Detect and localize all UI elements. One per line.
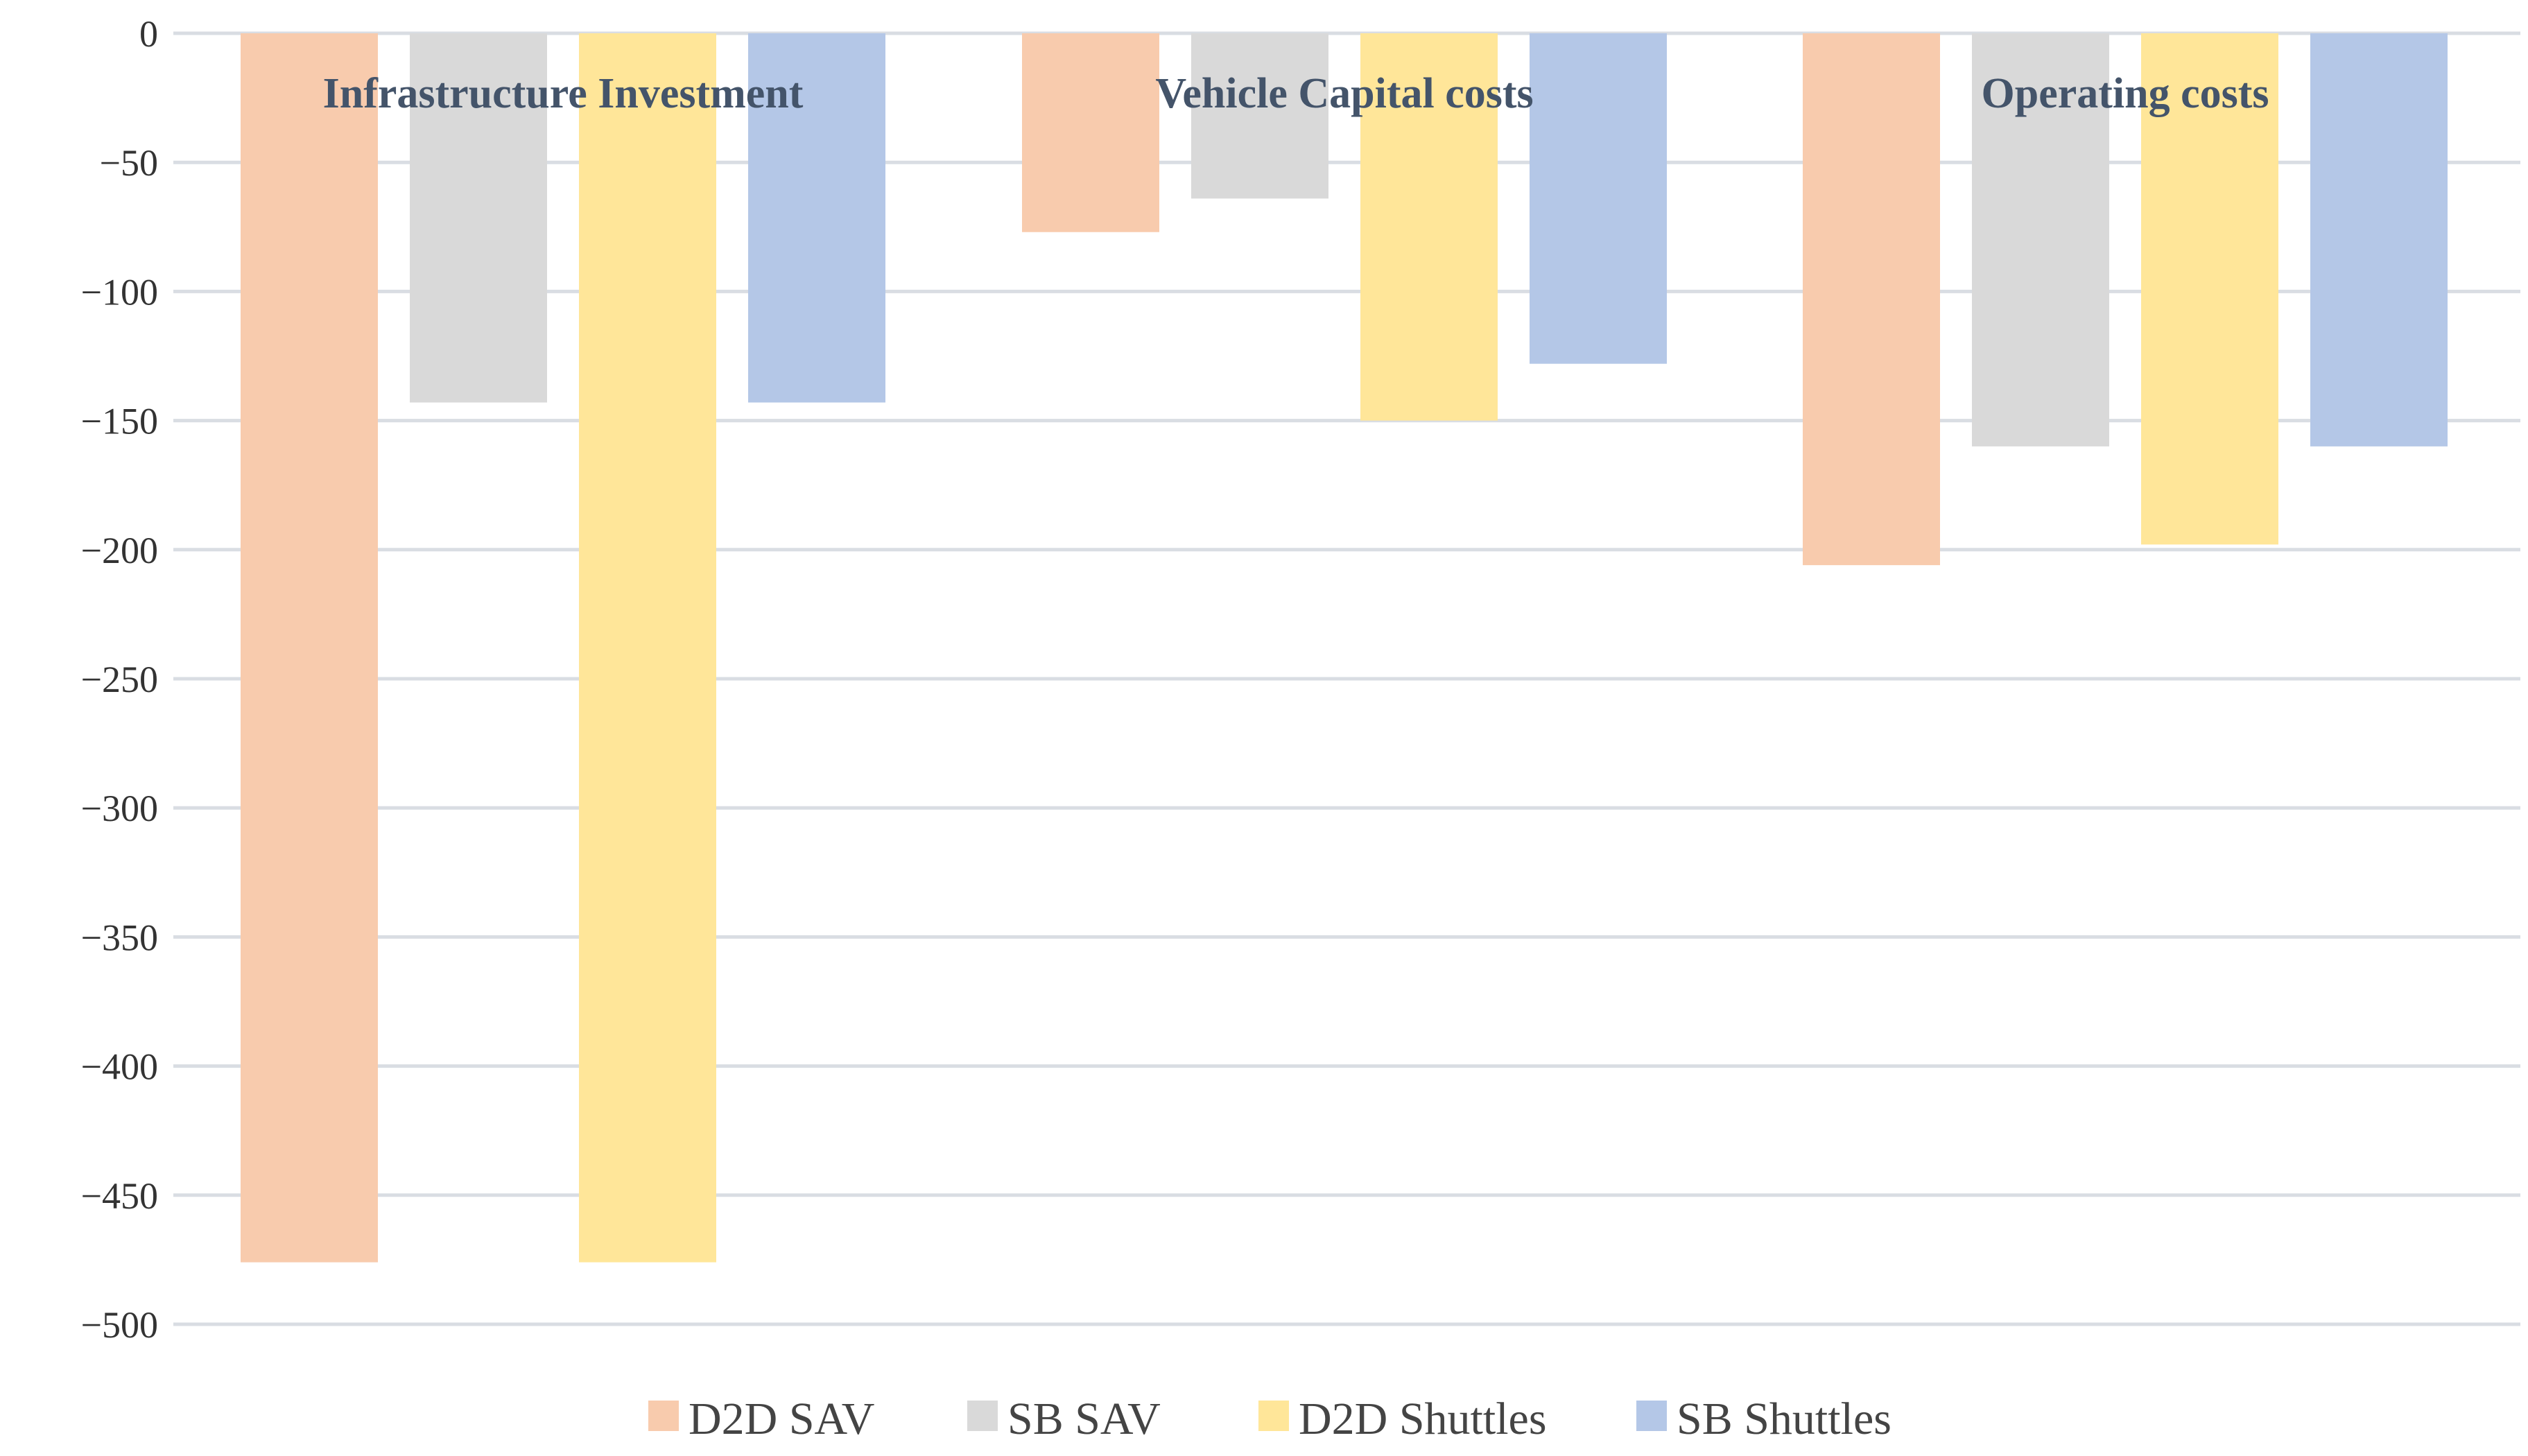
y-tick-label: −300 — [81, 788, 158, 829]
legend-label: SB Shuttles — [1677, 1394, 1891, 1444]
category-label: Infrastructure Investment — [323, 70, 804, 117]
category-label: Operating costs — [1981, 70, 2269, 117]
y-tick-label: −100 — [81, 271, 158, 313]
category-label: Vehicle Capital costs — [1155, 70, 1533, 117]
legend-swatch — [1258, 1401, 1289, 1431]
bar-sb-sav-3 — [1972, 33, 2109, 447]
bar-sb-shuttles-1 — [748, 33, 885, 403]
y-tick-label: −400 — [81, 1046, 158, 1088]
bar-d2d-shuttles-1 — [579, 33, 716, 1263]
gridlines — [173, 31, 2520, 1326]
legend: D2D SAV SB SAV D2D Shuttles SB Shuttles — [648, 1394, 1891, 1444]
legend-swatch — [648, 1401, 679, 1431]
bar-sb-sav-2 — [1191, 33, 1328, 199]
category-labels: Infrastructure Investment Vehicle Capital… — [323, 70, 2269, 117]
legend-label: D2D Shuttles — [1299, 1394, 1547, 1444]
bars — [241, 33, 2448, 1263]
y-tick-label: 0 — [139, 13, 158, 55]
legend-label: SB SAV — [1007, 1394, 1161, 1444]
y-tick-label: −50 — [100, 142, 158, 184]
y-axis-ticks: 0 −50 −100 −150 −200 −250 −300 −350 −400 −450 −500 — [81, 13, 158, 1346]
bar-sb-shuttles-3 — [2310, 33, 2448, 447]
y-tick-label: −250 — [81, 659, 158, 700]
y-tick-label: −200 — [81, 530, 158, 571]
legend-label: D2D SAV — [689, 1394, 874, 1444]
bar-sb-shuttles-2 — [1530, 33, 1667, 364]
legend-swatch — [967, 1401, 998, 1431]
bar-d2d-shuttles-2 — [1360, 33, 1498, 421]
y-tick-label: −150 — [81, 401, 158, 442]
bar-d2d-sav-2 — [1022, 33, 1159, 232]
y-tick-label: −450 — [81, 1175, 158, 1217]
bar-sb-sav-1 — [410, 33, 547, 403]
bar-d2d-shuttles-3 — [2141, 33, 2278, 545]
bar-d2d-sav-3 — [1803, 33, 1940, 566]
y-tick-label: −350 — [81, 917, 158, 958]
bar-d2d-sav-1 — [241, 33, 378, 1263]
y-tick-label: −500 — [81, 1304, 158, 1346]
legend-swatch — [1636, 1401, 1667, 1431]
